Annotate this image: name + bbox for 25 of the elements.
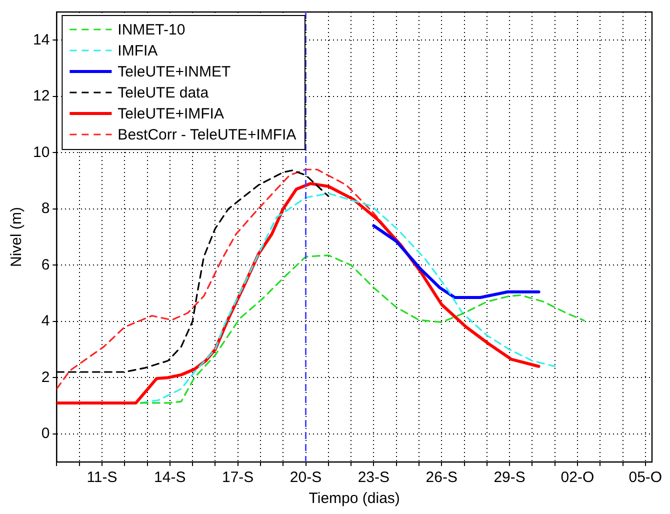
x-axis-title: Tiempo (dias) — [308, 490, 400, 508]
legend-label: BestCorr - TeleUTE+IMFIA — [118, 126, 296, 144]
y-tick-label: 6 — [41, 256, 50, 274]
x-tick-label: 11-S — [86, 469, 118, 486]
legend-label: TeleUTE+INMET — [118, 64, 231, 81]
x-tick-label: 17-S — [222, 469, 254, 486]
legend-label: TeleUTE+IMFIA — [118, 106, 224, 123]
legend-label: INMET-10 — [118, 22, 186, 39]
legend-label: TeleUTE data — [118, 84, 210, 102]
y-tick-label: 2 — [41, 368, 50, 386]
x-tick-label: 26-S — [426, 469, 458, 486]
y-tick-label: 14 — [32, 31, 50, 48]
x-tick-label: 20-S — [290, 469, 322, 486]
x-tick-label: 05-O — [628, 469, 662, 486]
y-tick-label: 12 — [32, 88, 50, 105]
y-axis-title: Nivel (m) — [8, 207, 26, 267]
x-tick-label: 23-S — [358, 469, 390, 486]
legend-label: IMFIA — [118, 42, 158, 60]
x-tick-label: 14-S — [154, 469, 186, 486]
x-tick-label: 29-S — [494, 469, 526, 486]
y-tick-label: 8 — [41, 200, 50, 218]
x-tick-label: 02-O — [560, 469, 594, 486]
y-tick-label: 4 — [41, 312, 50, 330]
y-tick-label: 0 — [41, 425, 50, 442]
y-tick-label: 10 — [32, 144, 50, 161]
